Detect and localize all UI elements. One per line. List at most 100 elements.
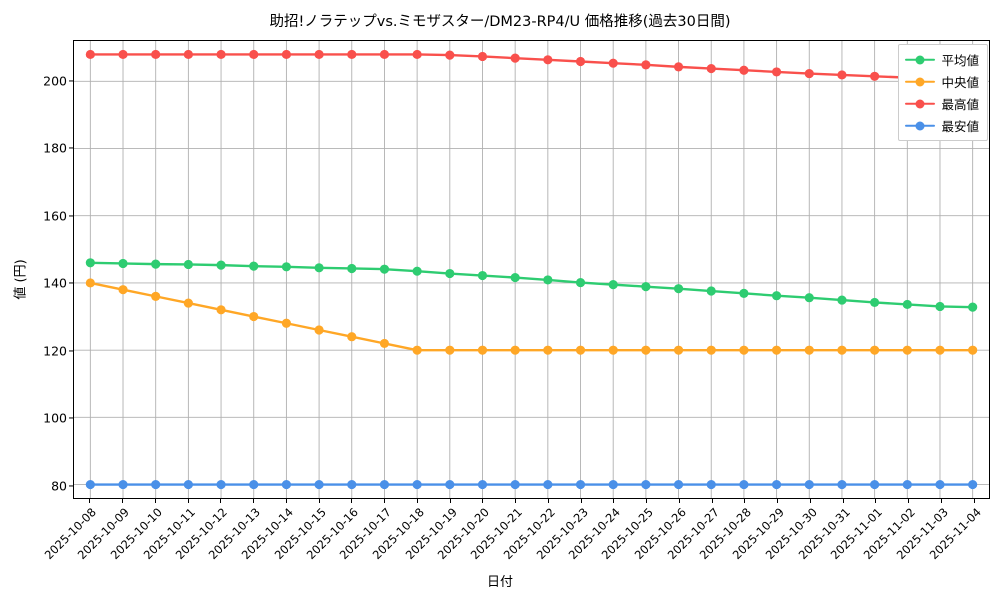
series-point [902,299,912,310]
series-point [837,345,847,355]
series-point [870,345,880,355]
legend-item[interactable]: 最安値 [905,116,979,135]
series-point [477,270,488,281]
series-point [477,345,488,355]
series-point [575,345,586,355]
series-point [379,264,390,274]
x-axis-tick-mark [384,499,386,503]
series-point [902,345,912,355]
series-point [673,62,684,72]
y-axis-tick-mark [69,214,73,217]
x-axis-tick-mark [678,499,680,503]
series-point [118,285,128,295]
series-point [575,479,586,490]
series-point [216,260,226,270]
y-axis-tick-label: 100 [43,410,67,426]
series-point [85,49,95,60]
series-point [347,49,357,60]
x-axis-tick-mark [220,499,222,503]
x-axis-tick-mark [253,499,255,503]
series-line-2 [89,53,974,81]
series-point [281,318,292,328]
plot-area [73,40,990,499]
series-line-0 [89,261,974,309]
series-point [608,479,618,490]
series-point [379,49,390,60]
series-point [183,49,193,60]
series-point [85,278,95,288]
legend-label: 中央値 [941,75,979,90]
legend-item[interactable]: 平均値 [905,50,979,69]
data-series-layer [85,49,978,490]
series-point [902,479,912,490]
series-point [641,282,651,292]
series-point [543,275,553,285]
series-point [804,293,814,303]
legend-swatch-icon [905,120,936,132]
x-axis-tick-mark [842,499,844,503]
series-point [151,259,161,269]
x-axis-tick-mark [515,499,517,503]
y-axis-tick-label: 80 [51,478,67,493]
chart-title: 助招!ノラテップvs.ミモザスター/DM23-RP4/U 価格推移(過去30日間… [269,14,731,30]
legend-swatch-icon [905,76,936,88]
chart-legend: 平均値中央値最高値最安値 [898,44,988,141]
series-point [314,263,324,273]
series-point [706,286,716,296]
series-point [771,479,782,490]
series-point [771,345,782,355]
series-point [85,258,95,268]
series-point [510,479,520,490]
series-point [412,49,422,60]
series-point [739,479,749,490]
x-axis-label: 日付 [486,575,513,590]
x-axis-tick-mark [416,499,418,503]
series-point [968,345,978,355]
series-point [412,266,422,276]
x-axis-tick-mark [777,499,779,503]
series-point [183,298,193,308]
x-axis-tick-mark [809,499,811,503]
series-point [183,479,193,490]
series-point [281,49,292,60]
series-point [804,69,814,79]
series-point [543,479,553,490]
x-axis-tick-mark [318,499,320,503]
series-point [412,345,422,355]
y-axis-tick-label: 120 [43,343,67,358]
series-point [870,479,880,490]
series-point [804,345,814,355]
series-point [281,479,292,490]
series-point [706,63,716,74]
x-axis-tick-mark [875,499,877,503]
series-point [968,479,978,490]
series-point [445,345,455,355]
series-point [673,345,684,355]
series-point [216,49,226,60]
y-axis-tick-mark [69,484,73,487]
x-axis-tick-mark [449,499,451,503]
series-point [347,263,357,274]
series-point [739,288,749,298]
series-point [151,291,161,301]
series-point [216,479,226,490]
x-axis-tick-mark [646,499,648,503]
series-point [575,56,586,67]
x-axis-tick-mark [973,499,975,503]
legend-item[interactable]: 中央値 [905,72,979,91]
series-point [445,50,455,60]
series-point [739,345,749,355]
series-point [477,479,488,490]
series-point [412,479,422,490]
series-point [249,311,259,322]
series-point [281,262,292,272]
series-point [347,332,357,342]
series-point [445,268,455,279]
x-axis-tick-mark [122,499,124,503]
series-point [804,479,814,490]
y-axis-tick-mark [69,349,73,352]
legend-swatch-icon [905,54,936,66]
legend-item[interactable]: 最高値 [905,94,979,113]
x-axis-tick-mark [154,499,156,503]
